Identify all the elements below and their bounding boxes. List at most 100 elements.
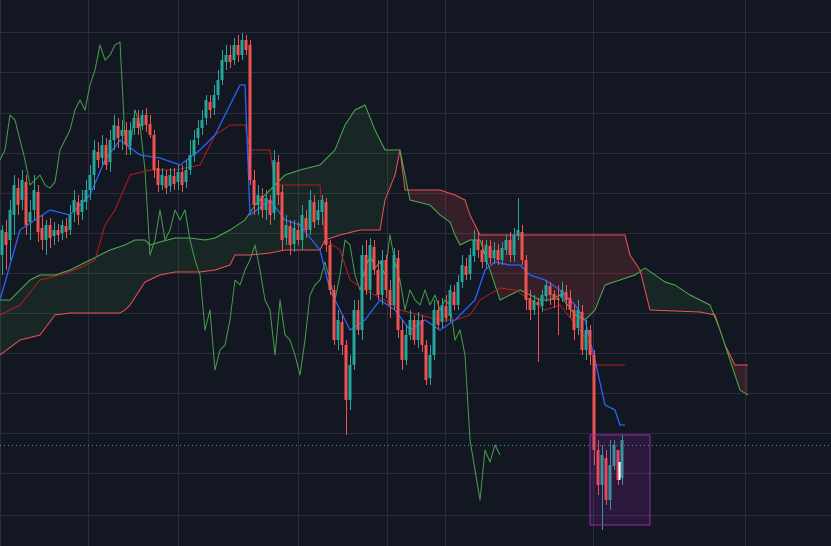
candle[interactable]: [460, 255, 464, 288]
candle[interactable]: [372, 240, 376, 275]
candle[interactable]: [244, 35, 248, 55]
candle[interactable]: [208, 95, 212, 118]
candle[interactable]: [144, 108, 148, 132]
candle[interactable]: [404, 325, 408, 365]
candle[interactable]: [596, 440, 600, 495]
candle[interactable]: [428, 345, 432, 385]
candle[interactable]: [560, 282, 564, 302]
candle[interactable]: [416, 312, 420, 348]
candle[interactable]: [4, 220, 8, 270]
candle[interactable]: [220, 50, 224, 85]
candle[interactable]: [316, 200, 320, 225]
candle[interactable]: [156, 160, 160, 192]
candle[interactable]: [592, 350, 596, 465]
candle[interactable]: [424, 340, 428, 385]
candle[interactable]: [68, 205, 72, 235]
candle[interactable]: [568, 290, 572, 318]
candle[interactable]: [352, 300, 356, 370]
candle[interactable]: [564, 285, 568, 310]
candle[interactable]: [256, 185, 260, 215]
candle[interactable]: [500, 242, 504, 265]
candle[interactable]: [152, 130, 156, 178]
candle[interactable]: [112, 115, 116, 150]
candle[interactable]: [588, 325, 592, 365]
candle[interactable]: [580, 305, 584, 355]
candle[interactable]: [340, 315, 344, 355]
candle[interactable]: [540, 290, 544, 312]
candle[interactable]: [344, 340, 348, 435]
candle[interactable]: [620, 435, 624, 485]
candle[interactable]: [508, 232, 512, 262]
candle[interactable]: [576, 300, 580, 335]
candle[interactable]: [180, 165, 184, 192]
candle[interactable]: [300, 205, 304, 250]
candle[interactable]: [116, 118, 120, 148]
candle[interactable]: [320, 195, 324, 225]
candle[interactable]: [44, 220, 48, 255]
candle[interactable]: [488, 240, 492, 264]
candle[interactable]: [268, 195, 272, 225]
candle[interactable]: [240, 33, 244, 60]
candle[interactable]: [572, 305, 576, 340]
candle[interactable]: [16, 178, 20, 215]
candle[interactable]: [328, 240, 332, 295]
candle[interactable]: [32, 175, 36, 220]
candle[interactable]: [476, 232, 480, 258]
candle[interactable]: [408, 310, 412, 340]
candle[interactable]: [380, 250, 384, 305]
candle[interactable]: [396, 250, 400, 338]
candle[interactable]: [20, 170, 24, 210]
candle[interactable]: [436, 300, 440, 330]
candle[interactable]: [12, 175, 16, 235]
candle[interactable]: [136, 110, 140, 135]
candle[interactable]: [296, 222, 300, 245]
candle[interactable]: [480, 240, 484, 268]
candle[interactable]: [536, 298, 540, 362]
candlestick-series[interactable]: [0, 33, 624, 530]
candle[interactable]: [612, 440, 616, 470]
candle[interactable]: [604, 450, 608, 505]
candle[interactable]: [284, 215, 288, 245]
candle[interactable]: [292, 220, 296, 252]
candle[interactable]: [196, 120, 200, 145]
candle[interactable]: [600, 445, 604, 530]
candle[interactable]: [264, 190, 268, 220]
candle[interactable]: [496, 244, 500, 265]
candle[interactable]: [448, 285, 452, 322]
candle[interactable]: [464, 258, 468, 280]
candle[interactable]: [56, 224, 60, 242]
candle[interactable]: [172, 168, 176, 190]
candle[interactable]: [236, 35, 240, 62]
candle[interactable]: [80, 190, 84, 220]
candle[interactable]: [272, 150, 276, 220]
candle[interactable]: [24, 175, 28, 235]
candle[interactable]: [376, 260, 380, 300]
candle[interactable]: [484, 240, 488, 268]
candle[interactable]: [512, 228, 516, 262]
candle[interactable]: [72, 190, 76, 222]
candle[interactable]: [228, 45, 232, 68]
candle[interactable]: [456, 275, 460, 310]
candle[interactable]: [88, 165, 92, 200]
candle[interactable]: [472, 230, 476, 262]
candle[interactable]: [260, 188, 264, 218]
candle[interactable]: [8, 200, 12, 260]
candle[interactable]: [224, 45, 228, 70]
candle[interactable]: [336, 310, 340, 350]
candle[interactable]: [280, 185, 284, 250]
candle[interactable]: [128, 122, 132, 155]
candle[interactable]: [556, 285, 560, 335]
candle[interactable]: [28, 200, 32, 240]
candle[interactable]: [160, 168, 164, 190]
candle[interactable]: [384, 255, 388, 298]
candle[interactable]: [192, 130, 196, 162]
candle[interactable]: [524, 255, 528, 310]
candle[interactable]: [204, 95, 208, 125]
candle[interactable]: [100, 135, 104, 165]
candle[interactable]: [48, 218, 52, 248]
candle[interactable]: [412, 315, 416, 345]
candle[interactable]: [248, 40, 252, 185]
candle[interactable]: [188, 140, 192, 175]
candle[interactable]: [584, 320, 588, 360]
